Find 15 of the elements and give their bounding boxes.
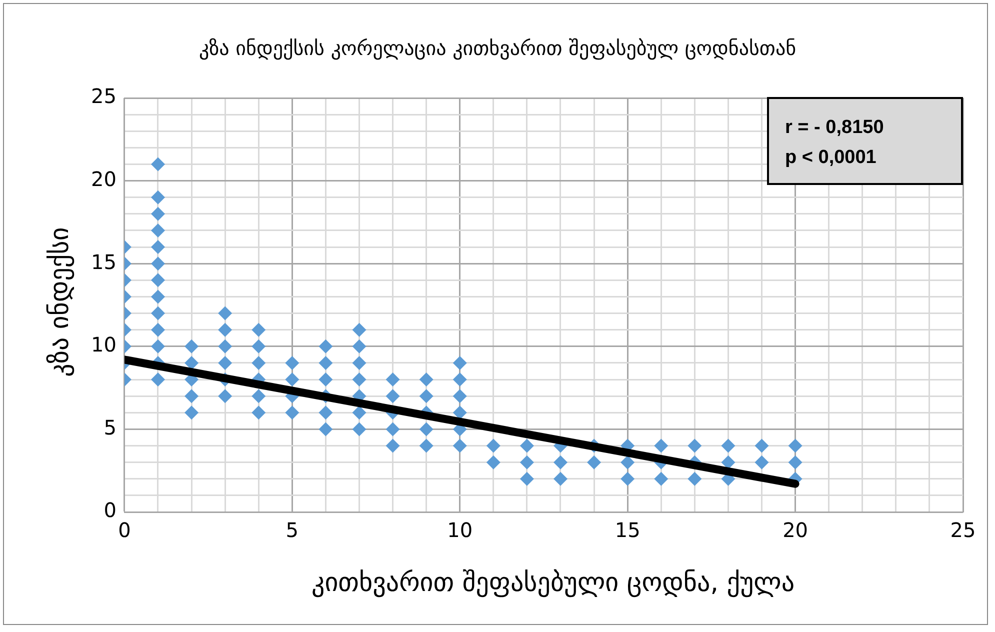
y-tick-label: 5 (104, 415, 116, 440)
x-tick-label: 5 (286, 518, 299, 542)
y-tick-label: 20 (90, 167, 116, 192)
stats-text-box: r = - 0,8150 p < 0,0001 (767, 97, 963, 185)
x-axis-title: კითხვარით შეფასებული ცოდნა, ქულა (310, 568, 796, 598)
x-tick-label: 10 (447, 518, 473, 542)
x-tick-label: 25 (950, 518, 976, 542)
x-tick-label: 20 (782, 518, 808, 542)
y-tick-label: 25 (90, 84, 116, 108)
y-tick-label: 15 (90, 250, 116, 274)
y-axis-title: კზა ინდექსი (45, 227, 75, 377)
y-tick-label: 10 (90, 332, 116, 357)
chart-title: კზა ინდექსის კორელაცია კითხვარით შეფასებულ ცოდნასთან (198, 36, 798, 60)
x-tick-label: 15 (614, 518, 640, 542)
y-tick-label: 0 (104, 498, 116, 522)
